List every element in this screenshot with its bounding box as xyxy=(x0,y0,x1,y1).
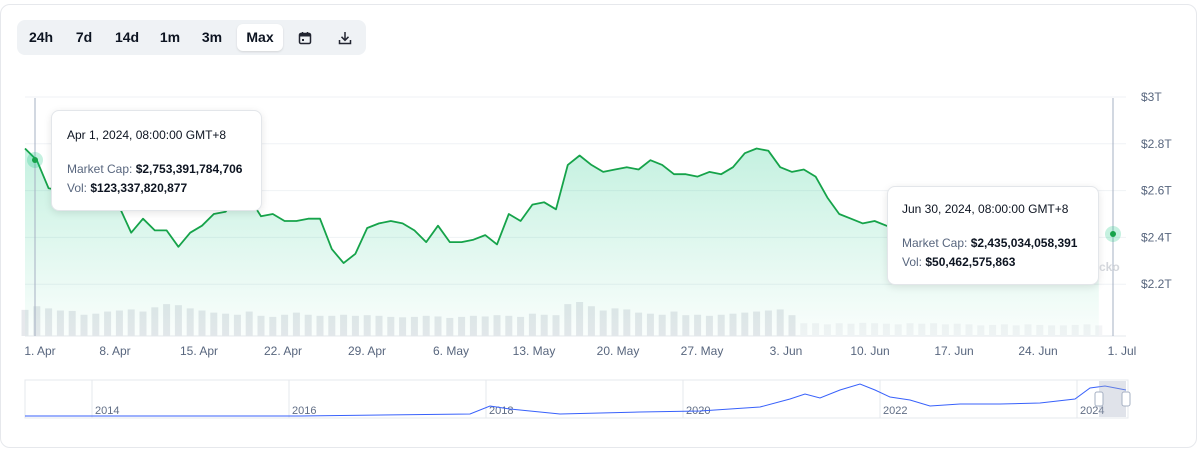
volume-label: Vol: xyxy=(902,255,923,269)
y-tick-label: $3T xyxy=(1141,90,1162,104)
market-cap-value: $2,435,034,058,391 xyxy=(970,236,1078,250)
watermark: cko xyxy=(1099,260,1120,274)
market-cap-label: Market Cap: xyxy=(902,236,968,250)
y-tick-label: $2.4T xyxy=(1141,230,1172,244)
calendar-icon xyxy=(298,31,312,44)
tab-24h[interactable]: 24h xyxy=(28,29,54,45)
x-tick-label: 6. May xyxy=(433,344,469,358)
y-axis: $3T $2.8T $2.6T $2.4T $2.2T xyxy=(34,90,1172,336)
x-tick-label: 1. Apr xyxy=(24,344,55,358)
download-button[interactable] xyxy=(329,24,361,51)
navigator-year-label: 2014 xyxy=(95,405,119,417)
hover-marker-dot xyxy=(1110,231,1116,237)
market-cap-label: Market Cap: xyxy=(67,162,133,176)
tooltip-market-cap: Market Cap: $2,435,034,058,391 xyxy=(902,236,1077,250)
tooltip-end: Jun 30, 2024, 08:00:00 GMT+8 Market Cap:… xyxy=(887,186,1099,285)
volume-label: Vol: xyxy=(67,181,88,195)
x-tick-label: 17. Jun xyxy=(934,344,973,358)
navigator-year-label: 2022 xyxy=(883,405,907,417)
tooltip-start: Apr 1, 2024, 08:00:00 GMT+8 Market Cap: … xyxy=(51,110,262,211)
x-tick-label: 24. Jun xyxy=(1018,344,1057,358)
x-tick-label: 29. Apr xyxy=(348,344,386,358)
x-tick-label: 3. Jun xyxy=(770,344,803,358)
y-tick-label: $2.8T xyxy=(1141,137,1172,151)
range-navigator[interactable]: 2014 2016 2018 2020 2022 2024 xyxy=(24,379,1131,419)
x-tick-label: 1. Jul xyxy=(1108,344,1137,358)
tooltip-volume: Vol: $50,462,575,863 xyxy=(902,255,1015,269)
x-tick-label: 27. May xyxy=(681,344,724,358)
tab-3m[interactable]: 3m xyxy=(201,29,223,45)
tooltip-volume: Vol: $123,337,820,877 xyxy=(67,181,187,195)
volume-value: $50,462,575,863 xyxy=(925,255,1016,269)
tab-max[interactable]: Max xyxy=(237,24,283,51)
navigator-year-label: 2024 xyxy=(1080,405,1104,417)
x-tick-label: 22. Apr xyxy=(264,344,302,358)
x-tick-label: 8. Apr xyxy=(99,344,130,358)
tab-1m[interactable]: 1m xyxy=(159,29,181,45)
x-tick-label: 13. May xyxy=(513,344,556,358)
tooltip-market-cap: Market Cap: $2,753,391,784,706 xyxy=(67,162,242,176)
calendar-button[interactable] xyxy=(289,24,321,51)
tooltip-date: Apr 1, 2024, 08:00:00 GMT+8 xyxy=(67,128,227,142)
time-range-toolbar: 24h 7d 14d 1m 3m Max xyxy=(17,20,366,55)
volume-value: $123,337,820,877 xyxy=(90,181,188,195)
navigator-handle-right xyxy=(1121,391,1131,407)
x-axis: 1. Apr 8. Apr 15. Apr 22. Apr 29. Apr 6. May 1… xyxy=(24,344,1136,358)
hover-marker-dot xyxy=(32,157,38,163)
x-tick-label: 20. May xyxy=(597,344,640,358)
navigator-year-label: 2016 xyxy=(292,405,316,417)
tab-14d[interactable]: 14d xyxy=(114,29,140,45)
x-tick-label: 15. Apr xyxy=(180,344,218,358)
x-tick-label: 10. Jun xyxy=(850,344,889,358)
hover-markers xyxy=(27,152,1121,242)
y-tick-label: $2.6T xyxy=(1141,184,1172,198)
market-cap-value: $2,753,391,784,706 xyxy=(135,162,243,176)
tab-7d[interactable]: 7d xyxy=(75,29,93,45)
navigator-line xyxy=(25,383,1127,417)
navigator-handle-left xyxy=(1094,391,1104,407)
navigator-year-label: 2018 xyxy=(489,405,513,417)
tooltip-date: Jun 30, 2024, 08:00:00 GMT+8 xyxy=(902,202,1069,216)
download-icon xyxy=(338,31,352,44)
price-area-fill xyxy=(25,148,1099,336)
y-tick-label: $2.2T xyxy=(1141,277,1172,291)
navigator-frame xyxy=(24,379,1129,419)
